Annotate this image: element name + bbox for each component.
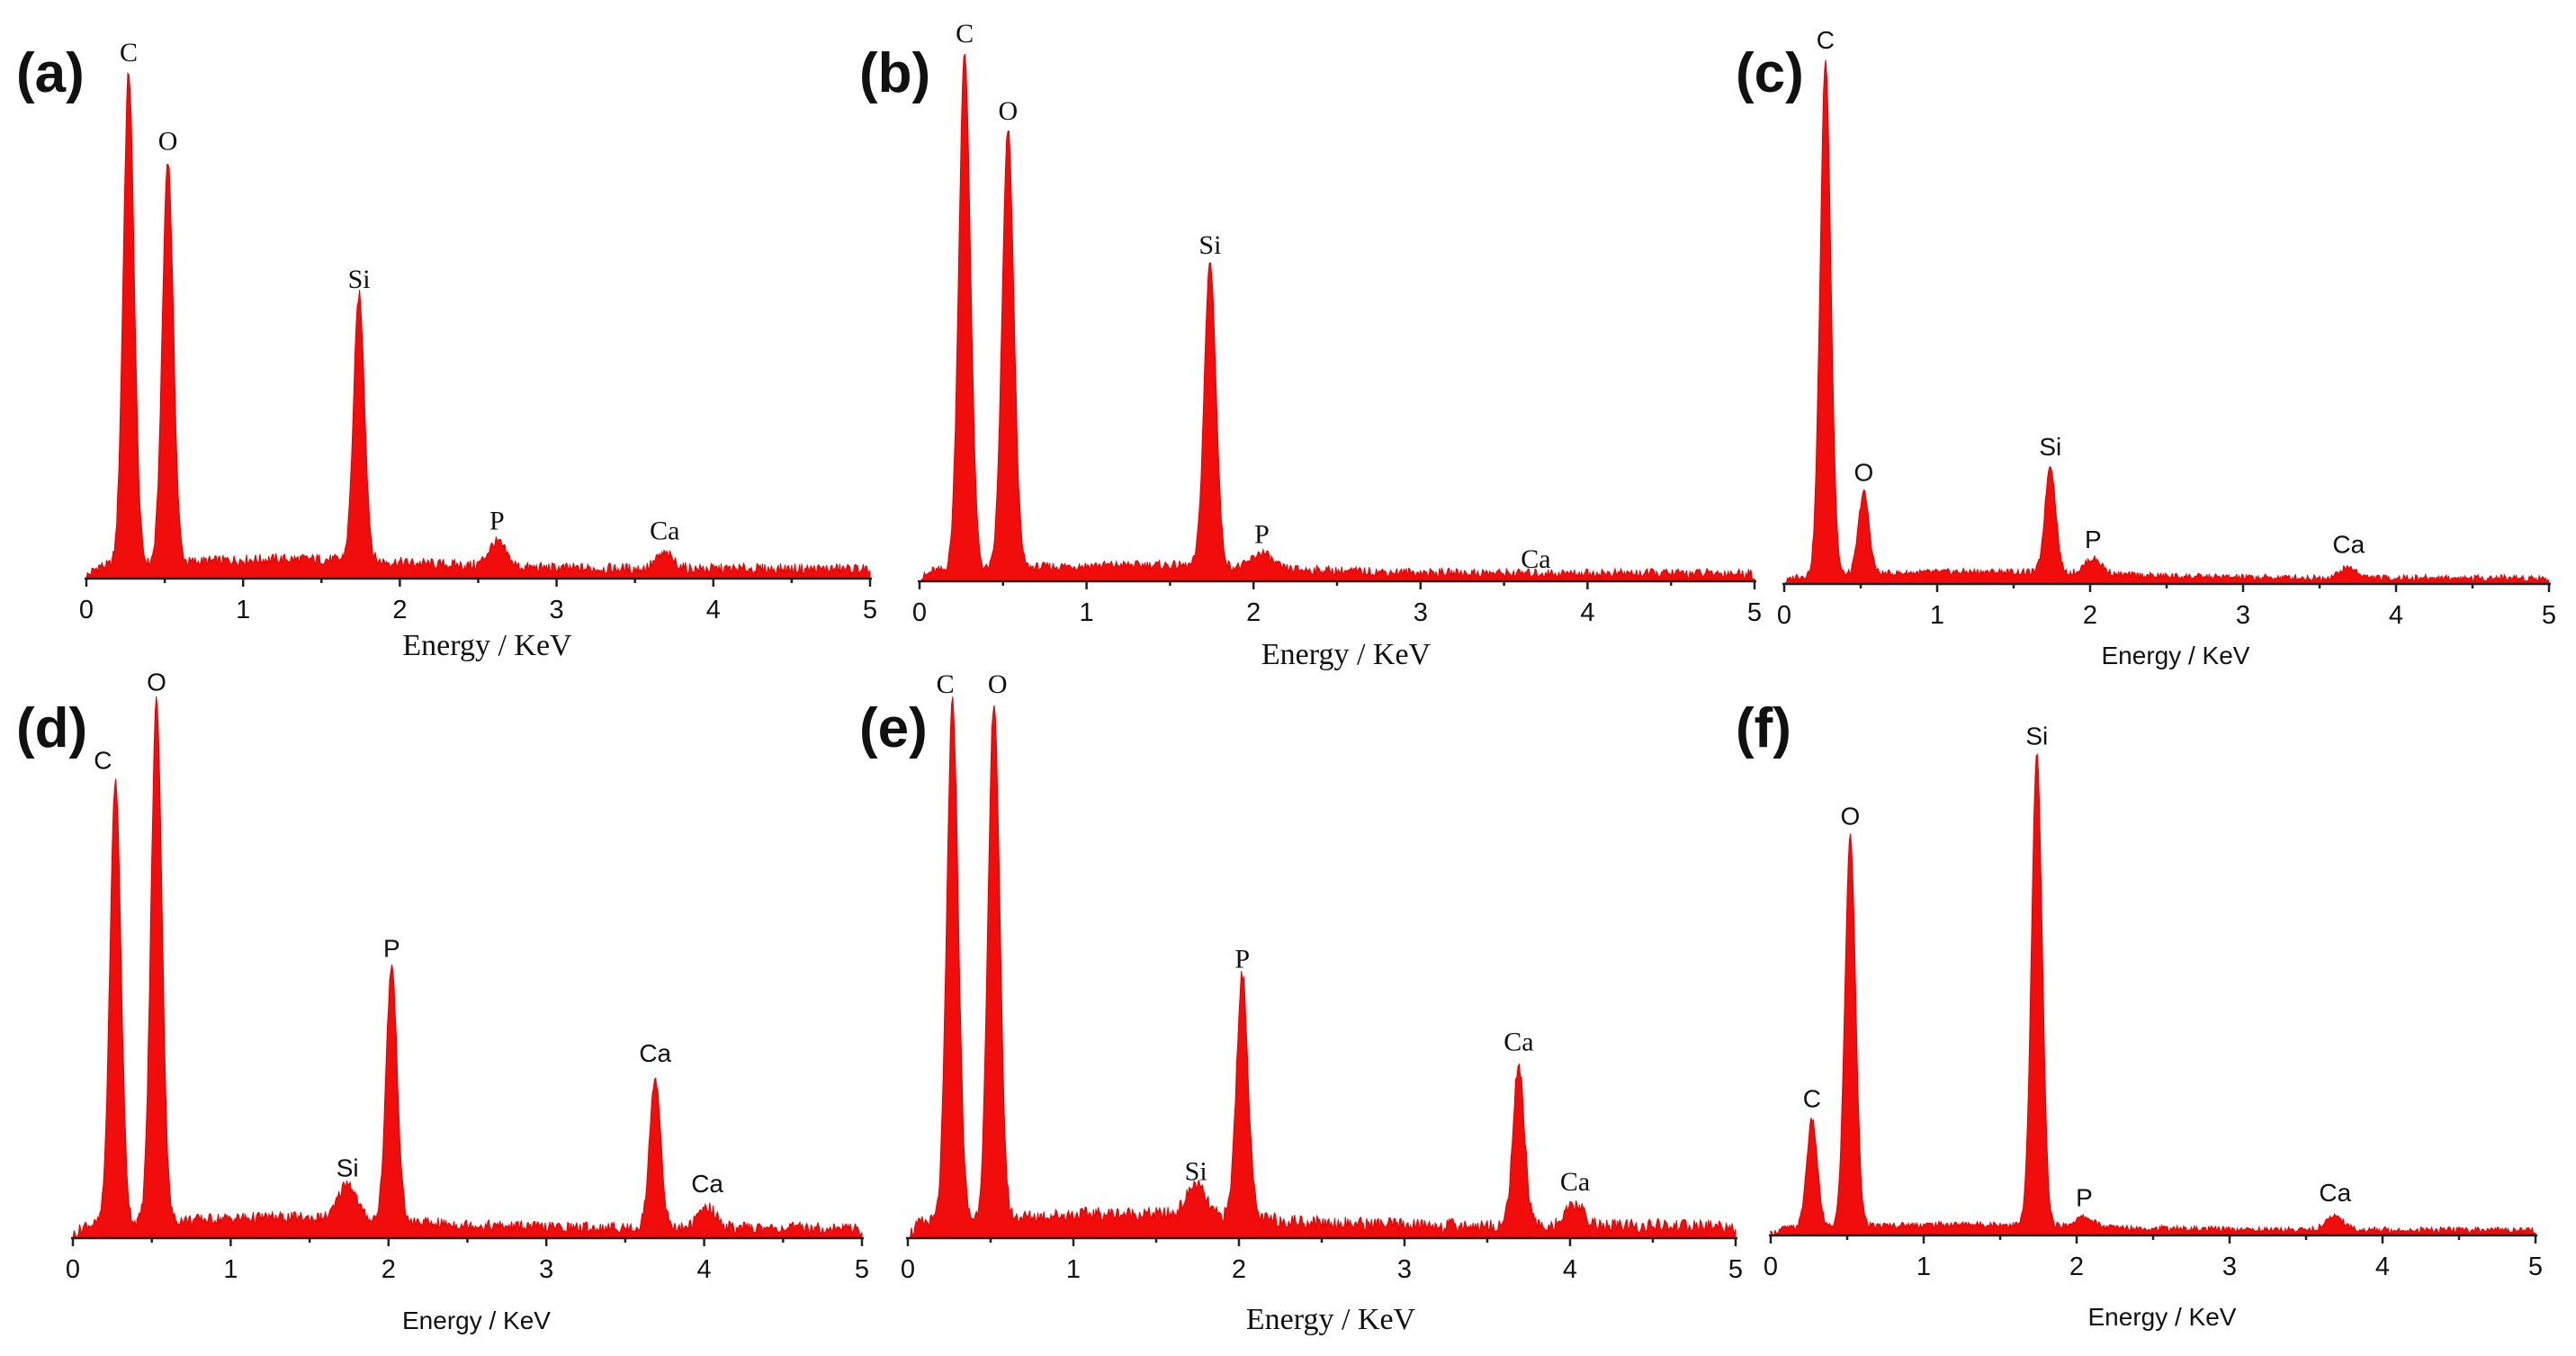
x-tick-label: 5 [855,1255,869,1284]
x-tick-label: 5 [1728,1255,1743,1284]
x-tick-label: 3 [2236,601,2250,630]
peak-label-ca: Ca [639,1039,671,1067]
x-tick-label: 2 [1246,598,1261,627]
peak-label-ca: Ca [691,1170,723,1198]
x-tick-label: 3 [539,1255,553,1284]
peak-label-p: P [2085,525,2102,553]
x-tick-label: 3 [550,596,564,624]
peak-label-p: P [383,935,400,963]
x-axis-label: Energy / KeV [402,629,572,662]
x-axis-label: Energy / KeV [1261,638,1432,671]
peak-label-ca: Ca [1503,1028,1533,1057]
eds-panel-5: (f) 0 1 2 3 4 5 Energy / KeV C O Si P Ca [1736,697,2543,1331]
peak-label-ca: Ca [2332,531,2365,559]
x-axis-label: Energy / KeV [1246,1303,1416,1336]
peak-label-o: O [1841,803,1861,831]
x-tick-label: 4 [706,596,721,624]
x-tick-label: 0 [901,1255,915,1284]
x-axis-label: Energy / KeV [402,1307,551,1334]
peak-label-ca: Ca [650,516,679,546]
x-tick-label: 0 [912,598,927,627]
peak-label-si: Si [1185,1157,1207,1187]
panel-label: (f) [1736,697,1791,759]
x-tick-label: 4 [1563,1255,1577,1284]
peak-label-si: Si [1198,230,1221,260]
x-tick-label: 5 [2528,1253,2543,1281]
x-tick-label: 3 [1414,598,1428,627]
peak-label-c: C [1803,1084,1821,1112]
spectrum-area [908,696,1737,1239]
x-tick-label: 1 [223,1255,238,1284]
peak-label-o: O [158,127,178,157]
peak-label-c: C [1817,26,1835,54]
x-tick-label: 3 [2222,1253,2237,1281]
peak-label-ca: Ca [1560,1167,1590,1197]
eds-panel-0: (a) 0 1 2 3 4 5 Energy / KeV C O Si P Ca [16,38,877,662]
peak-label-ca: Ca [1521,544,1550,574]
peak-label-o: O [147,668,166,696]
x-tick-label: 2 [381,1255,396,1284]
x-tick-label: 5 [863,596,877,624]
x-tick-label: 1 [1916,1253,1931,1281]
x-tick-label: 1 [1066,1255,1081,1284]
x-tick-label: 5 [1747,598,1762,627]
panel-label: (a) [16,42,85,104]
peak-label-c: C [937,669,955,699]
peak-label-si: Si [2039,433,2061,461]
peak-label-p: P [2076,1183,2093,1211]
x-axis-label: Energy / KeV [2088,1303,2237,1331]
peak-label-o: O [1854,459,1874,487]
peak-label-p: P [1254,520,1270,550]
panel-label: (c) [1736,42,1804,104]
peak-label-o: O [999,96,1019,126]
peak-label-p: P [489,507,505,536]
panel-label: (e) [859,697,928,759]
panel-label: (d) [16,697,87,759]
x-tick-label: 1 [1080,598,1094,627]
peak-label-o: O [988,669,1008,699]
x-tick-label: 1 [236,596,250,624]
x-tick-label: 4 [697,1255,712,1284]
spectrum-area [1782,59,2550,585]
x-tick-label: 2 [2069,1253,2084,1281]
peak-label-p: P [1234,944,1250,974]
eds-panel-4: (e) 0 1 2 3 4 5 Energy / KeV C O Si P Ca Ca [859,669,1743,1336]
x-tick-label: 0 [66,1255,80,1284]
x-tick-label: 2 [2083,601,2097,630]
peak-label-si: Si [337,1154,359,1182]
spectrum-area [920,53,1755,582]
x-tick-label: 2 [1232,1255,1246,1284]
panel-label: (b) [859,42,930,104]
spectrum-area [1770,752,2536,1236]
spectrum-area [85,71,871,579]
x-tick-label: 0 [1777,601,1791,630]
x-tick-label: 5 [2542,601,2556,630]
x-tick-label: 0 [79,596,94,624]
x-tick-label: 2 [392,596,407,624]
x-axis-label: Energy / KeV [2102,642,2250,669]
peak-label-c: C [120,38,138,67]
x-tick-label: 4 [1580,598,1594,627]
peak-label-si: Si [2025,723,2048,750]
x-tick-label: 1 [1930,601,1944,630]
peak-label-ca: Ca [2319,1179,2351,1207]
eds-panel-2: (c) 0 1 2 3 4 5 Energy / KeV C O Si P Ca [1736,26,2556,669]
x-tick-label: 0 [1764,1253,1778,1281]
peak-label-si: Si [348,265,371,294]
peak-label-c: C [956,19,974,49]
x-tick-label: 3 [1397,1255,1412,1284]
eds-panel-3: (d) 0 1 2 3 4 5 Energy / KeV C O Si P Ca Ca [16,668,869,1334]
spectrum-area [72,696,863,1240]
peak-label-c: C [94,747,112,775]
eds-panel-1: (b) 0 1 2 3 4 5 Energy / KeV C O Si P Ca [859,19,1762,671]
x-tick-label: 4 [2389,601,2403,630]
x-tick-label: 4 [2375,1253,2390,1281]
